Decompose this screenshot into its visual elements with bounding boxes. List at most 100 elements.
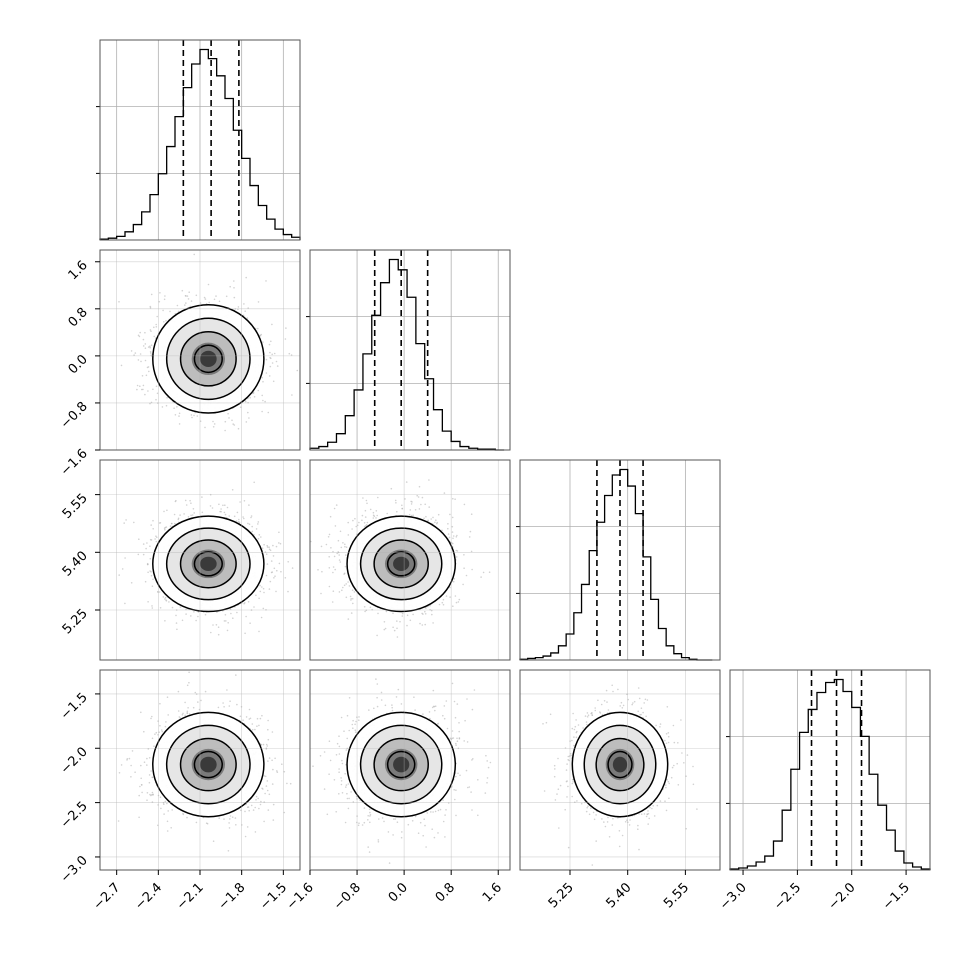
scatter-point <box>443 492 446 494</box>
scatter-point <box>176 628 178 631</box>
scatter-point <box>421 496 424 499</box>
scatter-point <box>187 707 189 709</box>
scatter-point <box>254 728 256 731</box>
scatter-point <box>455 601 458 604</box>
scatter-point <box>165 245 167 247</box>
scatter-point <box>149 557 152 560</box>
scatter-point <box>451 542 454 545</box>
scatter-point <box>373 515 376 517</box>
scatter-point <box>456 534 458 537</box>
contour-1 <box>359 527 443 601</box>
scatter-point <box>263 591 265 594</box>
scatter-point <box>257 389 260 392</box>
pair-frame-2 <box>309 459 511 661</box>
scatter-point <box>308 615 310 617</box>
scatter-point <box>139 385 141 388</box>
scatter-point <box>189 499 191 502</box>
scatter-point <box>164 598 166 600</box>
scatter-point <box>288 352 291 355</box>
scatter-point <box>452 497 454 500</box>
scatter-point <box>394 499 397 502</box>
scatter-point <box>188 291 190 294</box>
scatter-point <box>468 536 471 538</box>
scatter-point <box>156 536 158 539</box>
scatter-point <box>215 624 218 626</box>
scatter-point <box>253 396 256 398</box>
scatter-point <box>208 301 210 304</box>
scatter-point <box>351 597 354 600</box>
scatter-point <box>341 589 343 592</box>
scatter-point <box>431 613 433 616</box>
scatter-point <box>253 451 255 453</box>
scatter-point <box>146 562 149 565</box>
scatter-point <box>336 552 339 555</box>
scatter-point <box>123 522 125 524</box>
scatter-point <box>134 771 136 773</box>
scatter-point <box>445 595 448 597</box>
scatter-point <box>268 793 271 796</box>
scatter-point <box>441 601 444 604</box>
scatter-point <box>275 545 278 548</box>
contour-0 <box>152 515 265 613</box>
scatter-point <box>320 592 322 595</box>
scatter-point <box>165 599 167 601</box>
scatter-point <box>377 612 379 615</box>
scatter-point <box>185 504 188 506</box>
scatter-point <box>339 561 342 563</box>
scatter-point <box>463 567 465 569</box>
scatter-point <box>196 415 199 417</box>
scatter-point <box>452 580 455 583</box>
histogram-step-2 <box>519 468 713 661</box>
scatter-point <box>264 400 266 403</box>
scatter-point <box>262 587 265 590</box>
scatter-point <box>201 496 203 498</box>
scatter-point <box>250 516 252 519</box>
scatter-point <box>165 319 167 322</box>
scatter-point <box>226 506 229 509</box>
pair-samples-3 <box>117 671 292 852</box>
scatter-point <box>442 598 445 601</box>
scatter-point <box>228 515 230 517</box>
scatter-point <box>470 513 473 515</box>
scatter-point <box>285 327 287 329</box>
scatter-point <box>449 596 451 598</box>
scatter-point <box>255 799 257 801</box>
scatter-point <box>120 364 123 367</box>
scatter-point <box>265 553 268 555</box>
scatter-point <box>278 562 281 565</box>
scatter-point <box>463 554 465 556</box>
scatter-point <box>120 764 123 766</box>
scatter-point <box>262 341 264 343</box>
scatter-point <box>449 586 451 589</box>
scatter-point <box>211 507 214 509</box>
scatter-point <box>239 501 241 503</box>
scatter-point <box>352 519 354 522</box>
scatter-point <box>124 602 126 605</box>
scatter-point <box>223 620 226 622</box>
scatter-point <box>259 590 262 593</box>
scatter-point <box>118 772 121 774</box>
scatter-point <box>243 303 245 305</box>
scatter-point <box>138 335 141 338</box>
scatter-point <box>260 800 262 803</box>
scatter-point <box>133 521 135 524</box>
scatter-point <box>178 415 180 417</box>
scatter-point <box>332 590 335 592</box>
scatter-point <box>451 525 454 528</box>
scatter-point <box>257 521 260 523</box>
scatter-point <box>185 302 187 304</box>
scatter-point <box>155 323 157 326</box>
scatter-point <box>144 359 147 362</box>
scatter-point <box>303 528 305 530</box>
scatter-point <box>190 502 192 505</box>
scatter-point <box>245 276 247 279</box>
scatter-point <box>366 502 368 505</box>
scatter-point <box>361 519 363 522</box>
scatter-point <box>140 711 142 714</box>
scatter-point <box>150 293 153 296</box>
scatter-point <box>261 376 264 379</box>
scatter-point <box>254 831 257 833</box>
scatter-point <box>399 620 401 623</box>
scatter-point <box>266 546 269 548</box>
scatter-point <box>462 583 464 586</box>
